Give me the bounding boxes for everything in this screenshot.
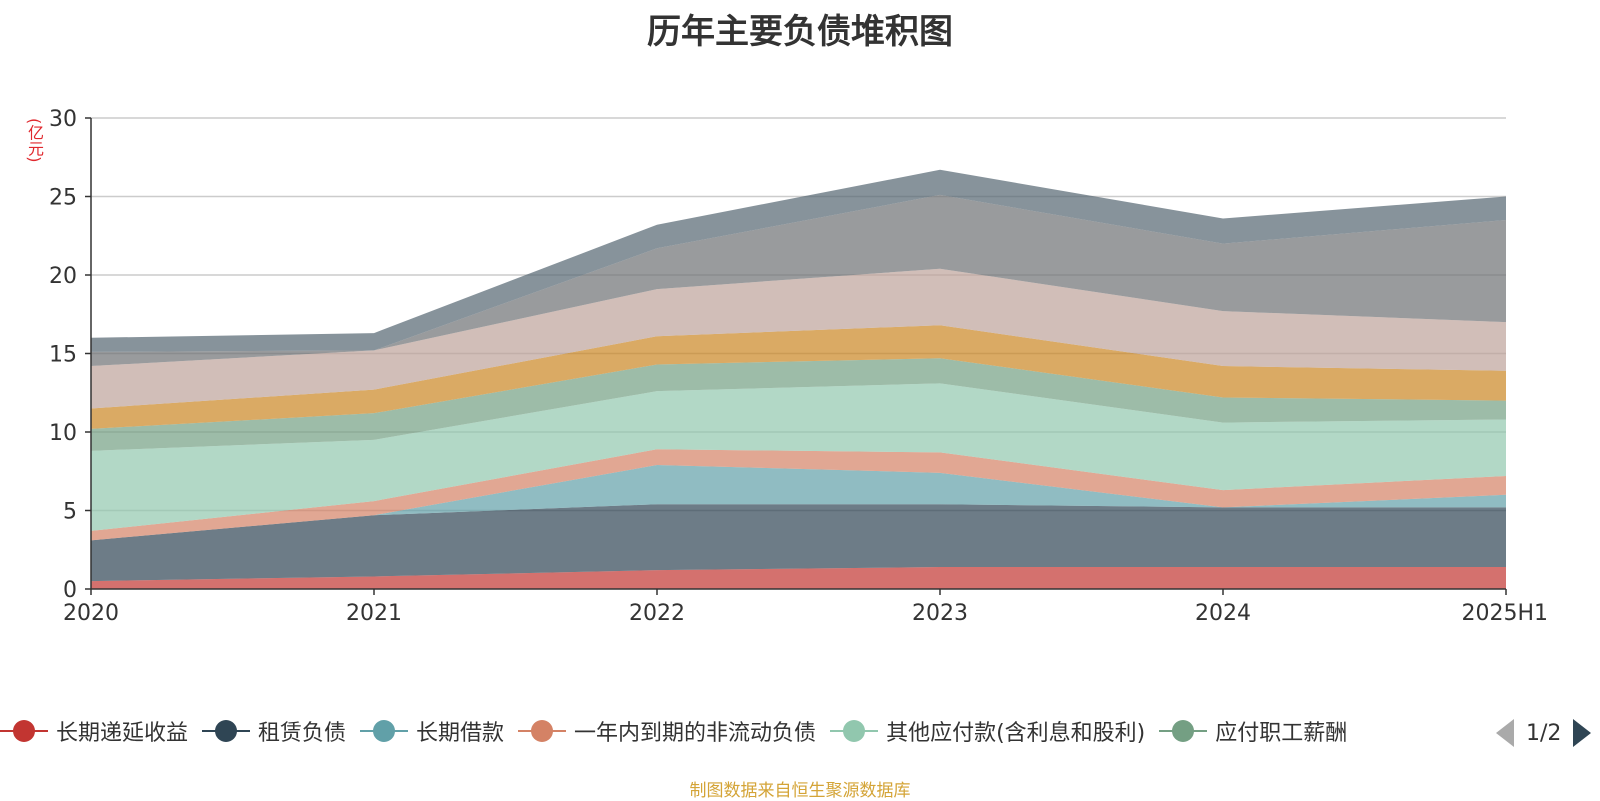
legend-marker-icon bbox=[1159, 719, 1208, 743]
legend-page-indicator: 1/2 bbox=[1526, 720, 1562, 746]
chart-title: 历年主要负债堆积图 bbox=[647, 12, 953, 52]
area-series-2[interactable] bbox=[91, 464, 1506, 541]
area-series-1[interactable] bbox=[91, 504, 1506, 582]
legend-label: 长期借款 bbox=[416, 721, 505, 746]
legend-next-page-icon[interactable] bbox=[1573, 719, 1592, 747]
legend-marker-icon bbox=[202, 719, 251, 743]
area-series-3[interactable] bbox=[91, 449, 1506, 541]
legend-label: 租赁负债 bbox=[258, 721, 347, 746]
x-tick-label: 2021 bbox=[346, 601, 402, 626]
x-tick-label: 2022 bbox=[629, 601, 685, 626]
legend-marker-icon bbox=[830, 719, 879, 743]
legend-marker-icon bbox=[0, 719, 48, 743]
y-tick-label: 10 bbox=[49, 421, 77, 446]
area-series-0[interactable] bbox=[91, 567, 1506, 589]
y-tick-label: 0 bbox=[63, 578, 77, 603]
legend-marker-icon bbox=[360, 719, 409, 743]
x-tick-label: 2025H1 bbox=[1461, 601, 1548, 626]
legend-item[interactable]: 一年内到期的非流动负债 bbox=[518, 714, 816, 748]
y-tick-label: 20 bbox=[49, 264, 77, 289]
area-series-8[interactable] bbox=[91, 194, 1506, 367]
area-series-6[interactable] bbox=[91, 325, 1506, 429]
x-tick-label: 2020 bbox=[63, 601, 119, 626]
legend-item[interactable]: 长期借款 bbox=[360, 714, 504, 748]
legend-item[interactable]: 租赁负债 bbox=[202, 714, 346, 748]
y-tick-label: 15 bbox=[49, 343, 77, 368]
legend-marker-icon bbox=[518, 719, 567, 743]
x-tick-label: 2024 bbox=[1195, 601, 1251, 626]
y-tick-label: 30 bbox=[49, 107, 77, 132]
area-series-9[interactable] bbox=[91, 169, 1506, 352]
legend-pager: 1/2 bbox=[1496, 716, 1592, 750]
legend-label: 其他应付款(含利息和股利) bbox=[886, 721, 1146, 746]
legend-item[interactable]: 应付职工薪酬 bbox=[1159, 714, 1347, 748]
legend-prev-page-icon[interactable] bbox=[1496, 719, 1514, 747]
legend-item[interactable]: 其他应付款(含利息和股利) bbox=[830, 714, 1145, 748]
area-series-4[interactable] bbox=[91, 383, 1506, 531]
area-series-5[interactable] bbox=[91, 358, 1506, 451]
stacked-area-chart: 0 5 10 15 20 25 30 2020 2021 2022 2023 2024 2025H1 bbox=[49, 107, 1548, 626]
legend-label: 一年内到期的非流动负债 bbox=[574, 721, 817, 746]
legend: 长期递延收益 租赁负债 长期借款 一年内到期的非流动负债 其他应付款(含利息和股利) 应付… bbox=[0, 714, 1490, 748]
legend-label: 应付职工薪酬 bbox=[1215, 721, 1348, 746]
y-tick-label: 25 bbox=[49, 186, 77, 211]
area-series-7[interactable] bbox=[91, 268, 1506, 409]
legend-label: 长期递延收益 bbox=[56, 721, 189, 746]
source-note: 制图数据来自恒生聚源数据库 bbox=[689, 781, 911, 801]
y-axis-unit-label: (亿元) bbox=[25, 118, 44, 163]
x-tick-label: 2023 bbox=[912, 601, 968, 626]
legend-item[interactable]: 长期递延收益 bbox=[0, 714, 188, 748]
y-tick-label: 5 bbox=[63, 500, 77, 525]
